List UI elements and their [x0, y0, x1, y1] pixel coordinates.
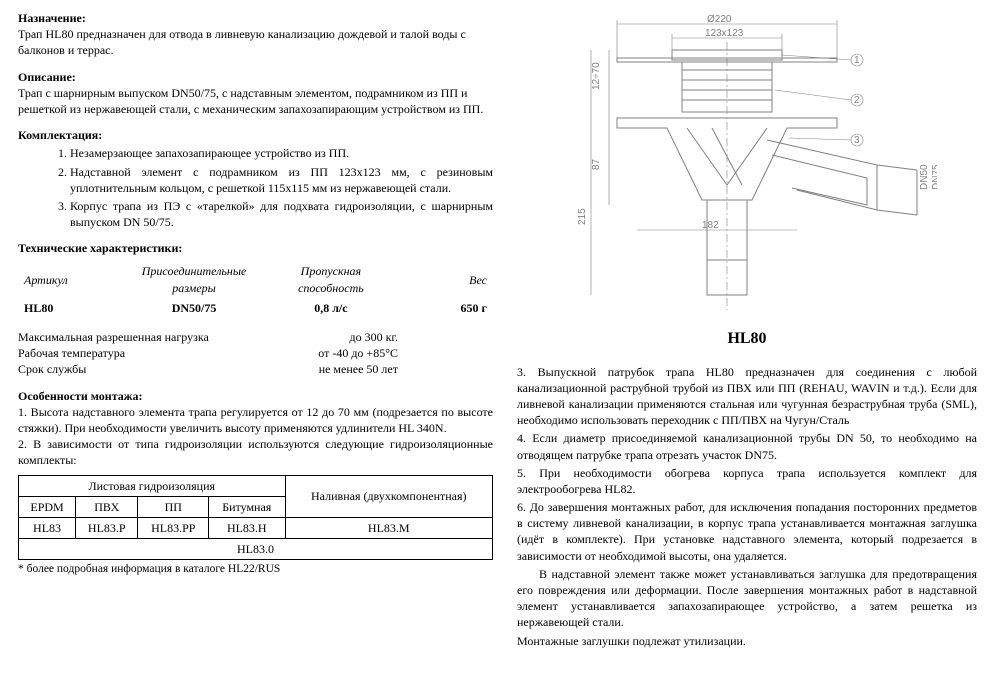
spec-col: Присоединительные размеры	[124, 262, 264, 296]
info-key: Срок службы	[18, 361, 86, 377]
paragraph: В надставной элемент также может устанав…	[517, 566, 977, 631]
mounting-p2: 2. В зависимости от типа гидроизоляции и…	[18, 436, 493, 468]
paragraph: 6. До завершения монтажных работ, для ис…	[517, 499, 977, 564]
table-cell: ПВХ	[76, 496, 138, 517]
table-cell: HL83.P	[76, 517, 138, 538]
description-section: Описание: Трап с шарнирным выпуском DN50…	[18, 69, 493, 118]
compat-table: Листовая гидроизоляция Наливная (двухком…	[18, 475, 493, 561]
description-heading: Описание:	[18, 69, 493, 85]
svg-text:3: 3	[854, 135, 860, 146]
info-key: Максимальная разрешенная нагрузка	[18, 329, 209, 345]
info-key: Рабочая температура	[18, 345, 125, 361]
drawing-svg: Ø220 123x123 1 2 3	[557, 10, 937, 320]
table-cell: HL83.PP	[138, 517, 209, 538]
spec-val: DN50/75	[124, 299, 264, 317]
info-val: не менее 50 лет	[319, 361, 398, 377]
svg-text:DN75: DN75	[931, 164, 937, 190]
equipment-section: Комплектация: Незамерзающее запахозапира…	[18, 127, 493, 230]
svg-text:123x123: 123x123	[705, 28, 744, 39]
left-column: Назначение: Трап HL80 предназначен для о…	[18, 10, 493, 664]
table-header: Наливная (двухкомпонентная)	[285, 475, 492, 517]
spec-val: 0,8 л/с	[266, 299, 396, 317]
info-row: Рабочая температура от -40 до +85°C	[18, 345, 398, 361]
table-cell: ПП	[138, 496, 209, 517]
info-val: от -40 до +85°C	[318, 345, 398, 361]
svg-text:215: 215	[577, 208, 588, 225]
spec-heading: Технические характеристики:	[18, 240, 493, 256]
right-column: Ø220 123x123 1 2 3	[517, 10, 977, 664]
spec-col: Пропускная способность	[266, 262, 396, 296]
svg-text:Ø220: Ø220	[707, 14, 732, 25]
table-cell: Битумная	[209, 496, 285, 517]
mounting-section: Особенности монтажа: 1. Высота надставно…	[18, 388, 493, 578]
paragraph: 5. При необходимости обогрева корпуса тр…	[517, 465, 977, 497]
description-text: Трап с шарнирным выпуском DN50/75, с над…	[18, 85, 493, 117]
info-row: Максимальная разрешенная нагрузка до 300…	[18, 329, 398, 345]
equipment-heading: Комплектация:	[18, 127, 493, 143]
table-cell: HL83.M	[285, 517, 492, 538]
svg-text:1: 1	[854, 55, 860, 66]
list-item: Незамерзающее запахозапирающее устройств…	[70, 145, 493, 161]
info-row: Срок службы не менее 50 лет	[18, 361, 398, 377]
svg-text:DN50: DN50	[919, 164, 930, 190]
list-item: Надставной элемент с подрамником из ПП 1…	[70, 164, 493, 196]
spec-col: Артикул	[20, 262, 122, 296]
table-cell: HL83.0	[19, 539, 493, 560]
model-title: HL80	[517, 328, 977, 350]
mounting-p1: 1. Высота надставного элемента трапа рег…	[18, 404, 493, 436]
paragraph: 4. Если диаметр присоединяемой канализац…	[517, 430, 977, 462]
purpose-section: Назначение: Трап HL80 предназначен для о…	[18, 10, 493, 59]
right-text-block: 3. Выпускной патрубок трапа HL80 предназ…	[517, 364, 977, 649]
table-cell: HL83	[19, 517, 76, 538]
svg-text:12÷70: 12÷70	[591, 62, 602, 90]
info-val: до 300 кг.	[349, 329, 398, 345]
purpose-heading: Назначение:	[18, 10, 493, 26]
purpose-text: Трап HL80 предназначен для отвода в ливн…	[18, 26, 493, 58]
paragraph: Монтажные заглушки подлежат утилизации.	[517, 633, 977, 649]
svg-text:2: 2	[854, 95, 860, 106]
spec-val: 650 г	[398, 299, 491, 317]
technical-drawing: Ø220 123x123 1 2 3	[517, 10, 977, 320]
footnote: * более подробная информация в каталоге …	[18, 562, 493, 578]
svg-text:87: 87	[591, 158, 602, 170]
spec-col: Вес	[398, 262, 491, 296]
spec-table: Артикул Присоединительные размеры Пропус…	[18, 260, 493, 319]
table-header: Листовая гидроизоляция	[19, 475, 286, 496]
list-item: Корпус трапа из ПЭ с «тарелкой» для подх…	[70, 198, 493, 230]
table-cell: EPDM	[19, 496, 76, 517]
spec-val: HL80	[20, 299, 122, 317]
paragraph: 3. Выпускной патрубок трапа HL80 предназ…	[517, 364, 977, 429]
spec-section: Технические характеристики: Артикул Прис…	[18, 240, 493, 319]
equipment-list: Незамерзающее запахозапирающее устройств…	[18, 145, 493, 230]
svg-text:182: 182	[702, 220, 719, 231]
info-rows: Максимальная разрешенная нагрузка до 300…	[18, 329, 493, 378]
mounting-heading: Особенности монтажа:	[18, 388, 493, 404]
table-cell: HL83.H	[209, 517, 285, 538]
